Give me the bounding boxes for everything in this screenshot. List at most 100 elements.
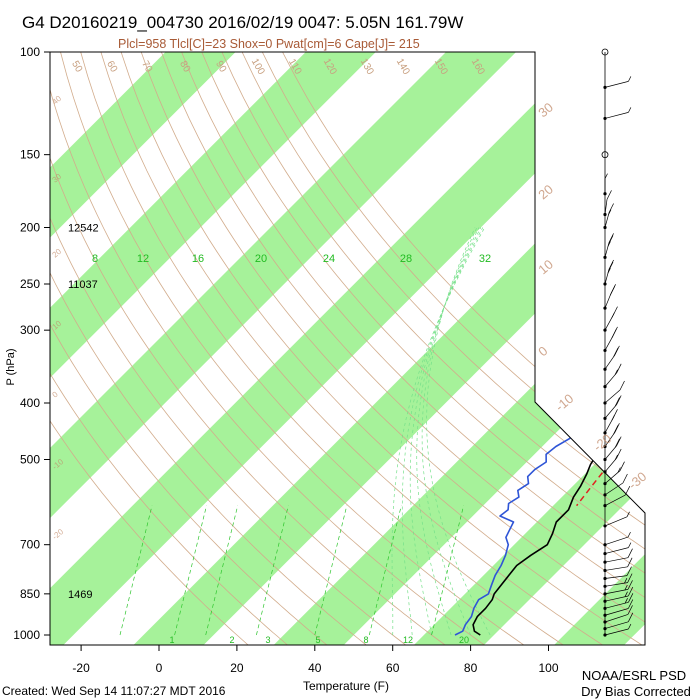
dry-adiabat xyxy=(50,52,489,645)
x-tick-label: 40 xyxy=(308,661,322,675)
isotherm-label-right: 0 xyxy=(535,343,550,359)
isotherm-band xyxy=(131,52,645,645)
dry-adiabat-label: 90 xyxy=(213,59,228,75)
dry-adiabat xyxy=(93,52,607,645)
calm-wind-marker xyxy=(601,48,609,56)
wind-barb-flag xyxy=(628,542,632,548)
wind-barb-flag xyxy=(608,209,612,215)
temperature-trace xyxy=(472,196,645,636)
moist-adiabat xyxy=(391,227,486,636)
x-axis-label: Temperature (F) xyxy=(303,679,389,693)
x-tick-label: 0 xyxy=(156,661,163,675)
wind-barb-shaft xyxy=(604,614,629,623)
wind-barb-point xyxy=(603,626,607,631)
plot-frame xyxy=(49,51,646,646)
wind-barb-flag xyxy=(608,261,614,272)
dry-adiabat xyxy=(151,52,645,645)
wind-barb-flag xyxy=(614,397,620,407)
height-label: 1469 xyxy=(68,589,92,601)
wind-barb-flag xyxy=(607,241,611,247)
y-tick-label: 150 xyxy=(20,148,40,162)
wind-barb-shaft xyxy=(604,601,629,609)
x-tick-label: -20 xyxy=(72,661,90,675)
org-label: NOAA/ESRL PSD xyxy=(582,668,686,683)
dry-adiabat xyxy=(50,52,370,645)
mixing-ratio-label: 24 xyxy=(323,253,335,265)
wind-barb-point xyxy=(603,560,607,564)
wind-barb-shaft xyxy=(604,418,614,433)
wind-barb-shaft xyxy=(604,566,628,571)
y-tick-label: 250 xyxy=(20,277,40,291)
wind-barb-flag xyxy=(628,623,632,630)
wind-barb-point xyxy=(603,620,607,624)
height-label: 12542 xyxy=(68,223,99,235)
isotherm-band xyxy=(50,52,263,645)
dry-adiabat-label: 60 xyxy=(104,59,119,75)
dry-adiabat xyxy=(50,52,252,645)
x-tick-label: 100 xyxy=(538,661,558,675)
wind-barb-flag xyxy=(627,586,634,597)
mixing-ratio-bottom-label: 1 xyxy=(169,635,174,645)
mixing-ratio-bottom-label: 8 xyxy=(363,635,368,645)
wind-barb-shaft xyxy=(604,335,614,351)
wind-barb-flag xyxy=(622,473,628,484)
wind-barb-shaft xyxy=(604,293,612,309)
wind-barb-flag xyxy=(608,203,614,213)
wind-barb-flag xyxy=(627,612,634,622)
wind-barb-flag xyxy=(619,380,625,391)
moist-adiabat xyxy=(426,227,491,636)
mixing-ratio-line xyxy=(174,505,207,636)
isotherm-label-left: 0 xyxy=(51,389,61,399)
chart-title: G4 D20160219_004730 2016/02/19 0047: 5.0… xyxy=(22,13,463,32)
wind-barb-shaft xyxy=(604,354,616,370)
dry-adiabat xyxy=(73,52,567,645)
bias-note: Dry Bias Corrected xyxy=(581,684,691,699)
wind-barb-shaft xyxy=(604,589,629,595)
parcel-trace xyxy=(576,361,645,507)
moist-adiabat xyxy=(401,227,484,636)
isotherm-label-right: 20 xyxy=(535,182,556,203)
y-tick-label: 300 xyxy=(20,323,40,337)
mixing-ratio-line xyxy=(256,505,289,636)
isotherm-label-right: 30 xyxy=(535,100,556,121)
wind-barb-flag xyxy=(624,591,628,597)
mixing-ratio-line xyxy=(205,505,239,636)
wind-barb-shaft xyxy=(604,516,628,527)
dry-adiabat xyxy=(249,52,645,645)
isotherm-band xyxy=(50,52,543,645)
isotherm-label-right: -30 xyxy=(625,469,649,493)
mixing-ratio-line xyxy=(119,505,153,636)
isotherm-label-right: -10 xyxy=(552,391,576,415)
dry-adiabat xyxy=(132,52,645,645)
wind-barb-flag xyxy=(608,233,614,243)
wind-barb-flag xyxy=(626,566,632,576)
wind-barb-flag xyxy=(617,467,621,473)
x-tick-label: 80 xyxy=(464,661,478,675)
wind-barb-flag xyxy=(624,584,628,591)
wind-barb-flag xyxy=(627,573,633,583)
wind-barb-shaft xyxy=(604,199,608,215)
wind-barb-flag xyxy=(614,454,618,461)
wind-barb-flag xyxy=(624,578,628,584)
wind-barb-shaft xyxy=(604,372,617,387)
mixing-ratio-label: 12 xyxy=(137,253,149,265)
wind-barb-flag xyxy=(624,485,631,496)
y-tick-label: 100 xyxy=(20,45,40,59)
mixing-ratio-label: 32 xyxy=(479,253,491,265)
dry-adiabat xyxy=(210,52,645,645)
wind-barb-shaft xyxy=(604,389,621,404)
wind-barb-shaft xyxy=(604,608,629,616)
wind-barb-flag xyxy=(614,423,620,433)
wind-barb-shaft xyxy=(604,628,629,636)
dry-adiabat-label: 80 xyxy=(177,59,192,75)
wind-profile xyxy=(601,48,634,637)
height-label: 11037 xyxy=(68,279,98,291)
isotherm-band xyxy=(50,52,645,645)
wind-barb-flag xyxy=(628,76,632,82)
wind-barb-flag xyxy=(628,107,632,113)
mixing-ratio-bottom-label: 2 xyxy=(229,635,234,645)
wind-barb-shaft xyxy=(604,432,616,447)
wind-barb-flag xyxy=(606,190,612,200)
dry-adiabat xyxy=(50,52,291,645)
